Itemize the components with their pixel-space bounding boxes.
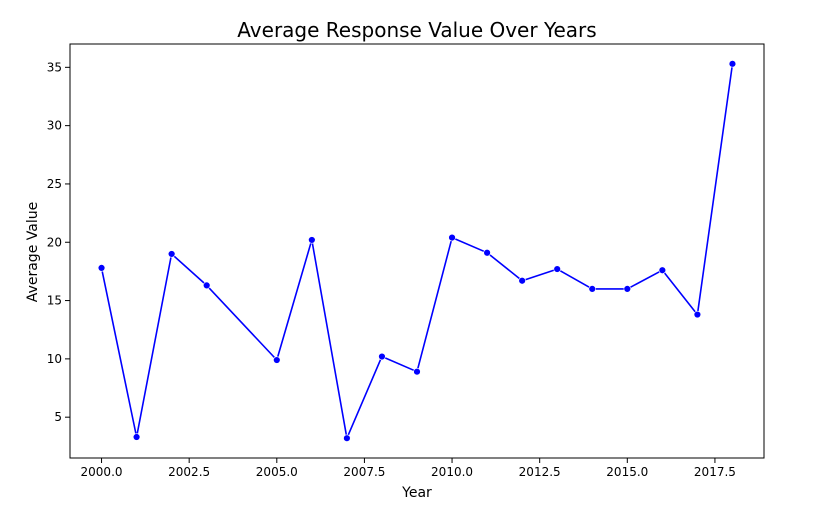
data-point [202, 281, 211, 290]
data-point [132, 433, 141, 441]
y-tick-label: 35 [47, 60, 62, 74]
x-tick-label: 2005.0 [256, 465, 298, 479]
data-point [588, 285, 596, 293]
series-line [100, 63, 734, 440]
y-tick-label: 15 [47, 294, 62, 308]
x-tick-label: 2010.0 [431, 465, 473, 479]
x-axis-label: Year [401, 485, 432, 501]
data-point [728, 60, 737, 68]
data-point [413, 368, 421, 376]
data-point [343, 434, 351, 442]
data-point [658, 266, 667, 274]
y-tick-label: 30 [47, 119, 62, 133]
data-point [623, 285, 632, 293]
x-tick-label: 2015.0 [606, 465, 648, 479]
data-point [97, 264, 106, 272]
data-point [448, 233, 456, 242]
y-tick-label: 5 [54, 410, 62, 424]
data-point [693, 310, 702, 319]
data-point [518, 277, 526, 285]
data-point [308, 236, 316, 244]
x-tick-label: 2017.5 [694, 465, 736, 479]
data-point [553, 265, 561, 273]
y-tick-label: 10 [47, 352, 62, 366]
x-tick-label: 2000.0 [81, 465, 123, 479]
chart-title: Average Response Value Over Years [237, 18, 596, 42]
y-tick-label: 20 [47, 235, 62, 249]
data-point [378, 352, 386, 361]
x-tick-label: 2012.5 [519, 465, 561, 479]
y-axis-label: Average Value [25, 202, 41, 302]
data-point [167, 250, 176, 258]
data-point [483, 249, 491, 257]
data-point [273, 356, 281, 364]
x-tick-label: 2007.5 [343, 465, 385, 479]
x-tick-label: 2002.5 [168, 465, 210, 479]
y-tick-label: 25 [47, 177, 62, 191]
plot-frame [69, 43, 765, 459]
